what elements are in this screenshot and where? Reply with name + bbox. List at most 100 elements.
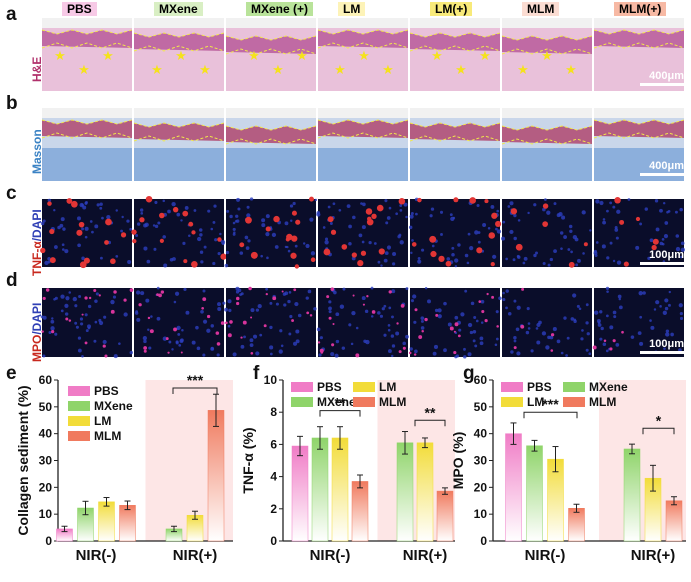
mpo-positive-signal [414,308,418,312]
mpo-positive-signal [521,287,525,291]
tnf-dapi-nucleus [553,249,557,254]
tnf-dapi-nucleus [644,207,648,211]
chart-e-y-tick-label: 30 [39,454,53,468]
tnf-positive-signal [378,248,385,255]
chart-e-y-tick-label: 20 [39,480,53,494]
tnf-positive-signal [652,238,659,245]
tnf-positive-signal [360,250,367,256]
tnf-dapi-nucleus [82,205,87,210]
masson-boundary-line [409,135,501,142]
mpo-dapi-nucleus [565,354,568,357]
scale-bar-masson: 400μm [640,160,684,176]
masson-boundary-line [133,135,225,142]
tnf-dapi-nucleus [385,221,389,225]
mpo-dapi-nucleus [447,322,452,327]
he-marker-star: ★ [296,48,308,63]
scale-bar-masson-label: 400μm [649,160,684,172]
tnf-dapi-nucleus [182,241,186,245]
masson-epidermis-layer [226,126,316,144]
chart-g-y-tick-label: 20 [474,480,488,494]
chart-g-legend-label: MLM [589,395,616,409]
he-boundary-line [593,29,685,35]
mpo-positive-signal [84,341,88,345]
micrograph-grid: ★ ★ ★ ★ ★ ★ ★ ★ ★ ★ ★ ★ ★ ★ ★ ★ ★ ★ [40,18,685,359]
mpo-dapi-nucleus [253,334,258,339]
tnf-positive-signal [250,251,258,259]
mpo-dapi-nucleus [390,354,394,358]
chart-g-bar [526,445,543,542]
tnf-dapi-nucleus [553,202,557,206]
he-image-4: ★ ★ ★ [409,18,501,91]
mpo-dapi-nucleus [653,308,657,311]
tnf-image-5 [501,198,592,268]
mpo-dapi-nucleus [297,313,302,318]
he-boundary-line [133,32,225,38]
mpo-dapi-nucleus [334,353,339,358]
mpo-dapi-nucleus [650,325,655,330]
tnf-dapi-nucleus [188,234,191,237]
tnf-positive-signal [83,257,90,264]
mpo-dapi-nucleus [148,346,152,350]
tnf-positive-signal [491,212,498,219]
mpo-dapi-nucleus [269,325,273,330]
mpo-dapi-nucleus [665,332,670,337]
tnf-positive-signal [515,243,523,251]
mpo-positive-signal [418,335,423,339]
tnf-dapi-nucleus [106,214,111,220]
tnf-dapi-nucleus [501,236,506,241]
tnf-dapi-nucleus [454,264,458,268]
mpo-dapi-nucleus [637,331,642,336]
tnf-dapi-nucleus [614,228,619,232]
tnf-dapi-nucleus [99,256,103,260]
mpo-positive-signal [227,333,232,338]
tnf-dapi-nucleus [399,209,403,212]
mpo-dapi-nucleus [237,288,242,292]
tnf-dapi-nucleus [451,246,455,250]
tnf-dapi-nucleus [563,235,567,239]
mpo-positive-signal [250,316,253,319]
he-marker-star: ★ [517,62,529,77]
tnf-dapi-nucleus [397,234,401,239]
mpo-positive-signal [225,321,228,325]
chart-f-legend-label: MLM [379,395,406,409]
mpo-positive-signal [400,304,405,308]
he-top-background [134,18,224,28]
scale-bar-tnf-line [640,262,684,265]
mpo-positive-signal [104,354,108,358]
tnf-dapi-nucleus [559,231,564,235]
tnf-dapi-nucleus [476,203,480,208]
mpo-dapi-nucleus [472,339,476,343]
mpo-dapi-nucleus [507,311,512,316]
tnf-dapi-nucleus [167,209,171,214]
he-marker-star: ★ [248,48,260,63]
he-boundary-line [409,32,501,38]
tnf-dapi-nucleus [662,201,666,205]
mpo-dapi-nucleus [463,355,467,359]
mpo-dapi-nucleus [665,329,670,333]
masson-image-5 [501,108,593,181]
tnf-dapi-nucleus [274,245,279,249]
chart-f-bar [351,481,369,542]
masson-image-2 [225,108,317,181]
chart-e-x-tick-label: NIR(+) [173,547,218,564]
mpo-positive-signal [51,329,55,334]
mpo-dapi-nucleus [113,354,118,359]
tnf-dapi-nucleus [225,250,230,255]
tnf-positive-signal [105,218,112,226]
tnf-dapi-nucleus [84,235,88,239]
tnf-positive-signal [159,238,164,243]
mpo-dapi-nucleus [342,287,346,291]
mpo-dapi-nucleus [102,339,107,345]
mpo-dapi-nucleus [455,354,460,358]
tnf-dapi-nucleus [348,241,352,246]
he-image-5: ★ ★ ★ [501,18,593,91]
he-marker-star: ★ [199,62,211,77]
he-boundary-line [317,42,409,49]
mpo-dapi-nucleus [328,306,332,311]
chart-g-y-tick-label: 10 [474,507,488,521]
masson-top-background [134,108,224,118]
scale-bar-tnf-label: 100μm [649,249,684,261]
mpo-dapi-nucleus [630,335,635,339]
tnf-positive-signal [191,261,198,268]
tnf-positive-signal [376,204,384,212]
